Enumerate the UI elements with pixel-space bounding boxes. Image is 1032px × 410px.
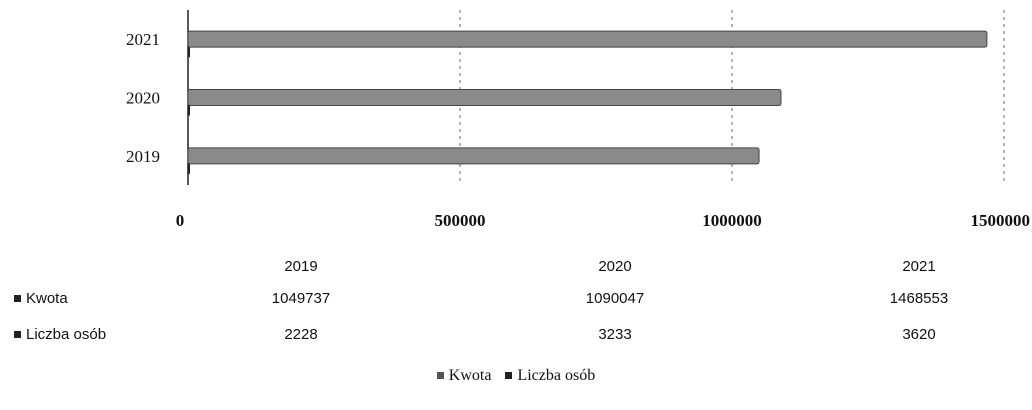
table-row-label-kwota: Kwota — [14, 290, 68, 307]
category-label: 2019 — [126, 147, 160, 166]
x-axis-ticks: 0 500000 1000000 1500000 — [176, 211, 1030, 230]
bar-kwota — [187, 89, 782, 106]
table-header-2021: 2021 — [902, 258, 936, 275]
category-labels: 2019 2020 2021 — [126, 30, 160, 166]
table-cell-liczba-2019: 2228 — [284, 326, 318, 343]
category-label: 2021 — [126, 30, 160, 49]
bar-kwota — [187, 147, 760, 165]
bar-liczba-osob — [188, 163, 190, 174]
x-tick-label: 1000000 — [702, 211, 762, 230]
table-cell-kwota-2021: 1468553 — [889, 290, 949, 307]
legend-item-kwota: Kwota — [436, 366, 492, 385]
category-label: 2020 — [126, 89, 160, 108]
bar-chart: 2019 2020 2021 0 500000 1000000 1500000 — [126, 10, 1030, 230]
row-label-text: Kwota — [26, 290, 68, 307]
table-cell-liczba-2021: 3620 — [902, 326, 936, 343]
bar-liczba-osob — [188, 47, 190, 58]
legend-item-liczba: Liczba osób — [505, 367, 595, 385]
table-header-2019: 2019 — [284, 258, 318, 275]
liczba-swatch-icon — [14, 331, 21, 338]
x-tick-label: 1500000 — [971, 211, 1031, 230]
x-tick-label: 500000 — [435, 211, 486, 230]
legend: Kwota Liczba osób — [0, 366, 1032, 385]
table-cell-kwota-2019: 1049737 — [271, 290, 331, 307]
table-header-2020: 2020 — [598, 258, 632, 275]
table-cell-kwota-2020: 1090047 — [585, 290, 645, 307]
legend-liczba-swatch-icon — [505, 372, 513, 379]
bar-kwota — [187, 30, 988, 48]
row-label-text: Liczba osób — [26, 326, 107, 343]
bar-liczba-osob — [188, 105, 190, 116]
x-tick-label: 0 — [176, 211, 185, 230]
legend-label-kwota: Kwota — [448, 366, 492, 384]
table-row-label-liczba: Liczba osób — [14, 326, 106, 343]
bars — [187, 30, 988, 174]
table-cell-liczba-2020: 3233 — [598, 326, 632, 343]
legend-label-liczba: Liczba osób — [517, 366, 596, 384]
kwota-swatch-icon — [14, 295, 21, 302]
legend-kwota-swatch-icon — [436, 372, 444, 379]
